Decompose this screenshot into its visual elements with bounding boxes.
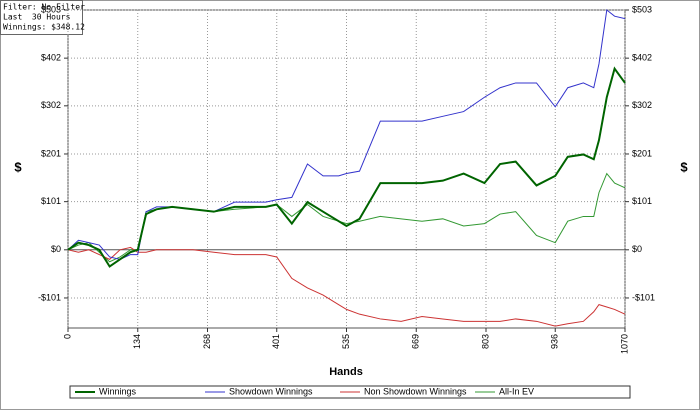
y-tick-label: $201 (41, 148, 61, 158)
x-tick-label: 936 (550, 334, 560, 349)
y2-tick-label: $201 (632, 148, 652, 158)
y-tick-label: $302 (41, 100, 61, 110)
x-tick-label: 401 (271, 334, 281, 349)
y-axis-title: $ (14, 159, 22, 174)
x-tick-label: 1070 (619, 334, 629, 354)
info-line: Winnings: $348.12 (3, 23, 85, 32)
y2-tick-label: $101 (632, 196, 652, 206)
y-tick-label: $0 (51, 244, 61, 254)
info-line: Filter: No Filter (3, 3, 85, 12)
legend-label: Non Showdown Winnings (364, 386, 467, 396)
y2-tick-label: $302 (632, 100, 652, 110)
series-line (67, 66, 626, 268)
legend-label: Showdown Winnings (229, 386, 313, 396)
legend-label: All-In EV (499, 386, 534, 396)
y2-tick-label: $402 (632, 53, 652, 63)
x-tick-label: 268 (202, 334, 212, 349)
x-tick-label: 0 (62, 334, 72, 339)
y-tick-label: -$101 (38, 292, 61, 302)
y2-tick-label: -$101 (632, 292, 655, 302)
x-tick-label: 669 (411, 334, 421, 349)
series-line (67, 9, 626, 260)
x-tick-label: 134 (132, 334, 142, 349)
x-axis-title: Hands (329, 366, 363, 378)
x-tick-label: 535 (341, 334, 351, 349)
legend-label: Winnings (99, 386, 137, 396)
series-line (67, 246, 626, 327)
x-tick-label: 803 (480, 334, 490, 349)
y2-tick-label: $503 (632, 4, 652, 14)
y-tick-label: $402 (41, 53, 61, 63)
y-tick-label: $101 (41, 196, 61, 206)
y2-axis-title: $ (680, 159, 688, 174)
info-box (0, 0, 83, 35)
y-tick-label: $503 (41, 4, 61, 14)
info-line: Last 30 Hours (3, 13, 71, 22)
y2-tick-label: $0 (632, 244, 642, 254)
